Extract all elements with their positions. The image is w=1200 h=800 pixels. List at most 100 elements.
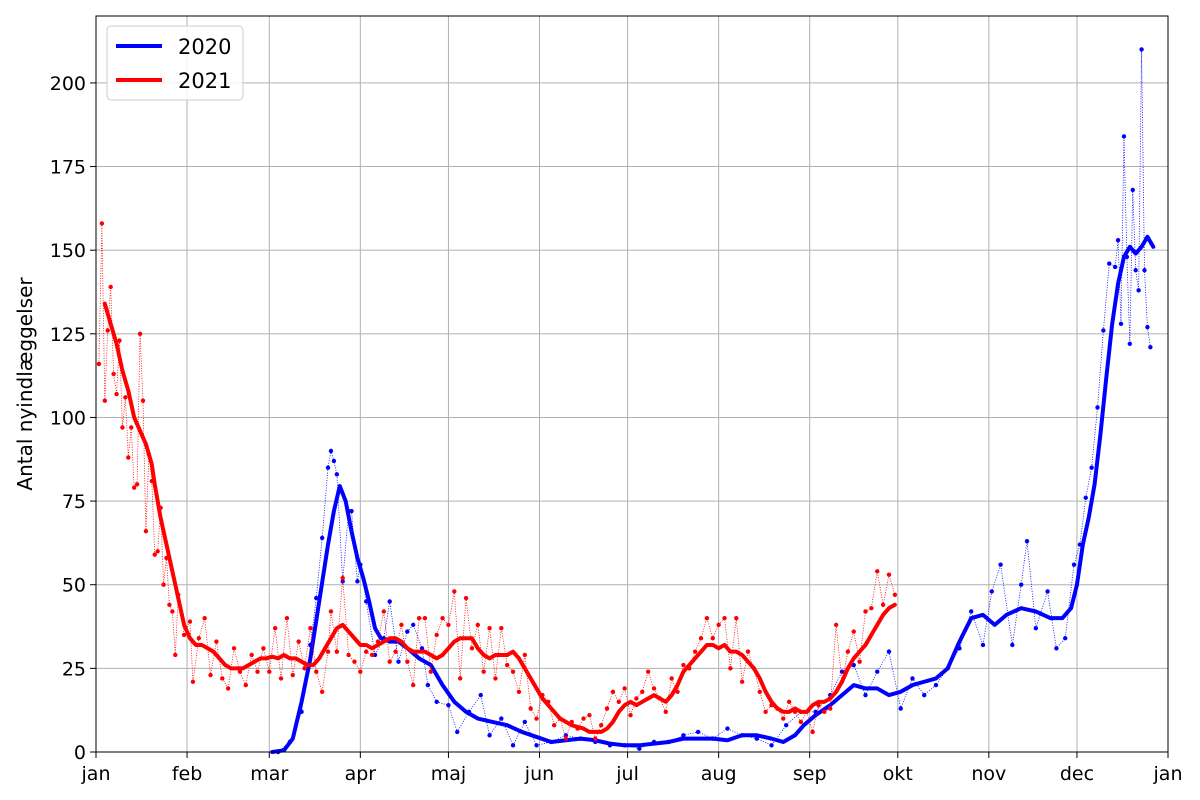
daily-point-2021 — [563, 736, 569, 741]
daily-point-2021 — [243, 682, 248, 688]
daily-point-2020 — [783, 723, 789, 728]
daily-point-2021 — [278, 676, 284, 681]
x-tick-label: jul — [615, 763, 639, 785]
daily-point-2020 — [499, 716, 504, 721]
y-tick-label: 100 — [50, 407, 86, 429]
daily-point-2021 — [340, 575, 345, 581]
daily-point-2021 — [117, 338, 122, 343]
daily-point-2020 — [331, 458, 337, 464]
daily-point-2020 — [349, 508, 354, 514]
daily-point-2021 — [352, 659, 357, 664]
daily-point-2020 — [355, 579, 360, 584]
daily-point-2020 — [1139, 47, 1144, 52]
daily-point-2021 — [475, 622, 481, 628]
daily-point-2020 — [1107, 261, 1112, 266]
plot-frame — [95, 15, 1169, 753]
x-tick-label: maj — [431, 763, 466, 785]
daily-point-2021 — [173, 652, 178, 658]
daily-point-2020 — [425, 682, 431, 688]
daily-point-2020 — [1148, 345, 1153, 350]
daily-point-2021 — [261, 646, 266, 651]
daily-point-2021 — [143, 529, 149, 534]
daily-point-2020 — [922, 692, 927, 698]
daily-point-2021 — [663, 709, 668, 715]
daily-point-2020 — [1127, 341, 1133, 347]
daily-point-2021 — [786, 699, 792, 705]
daily-point-2021 — [387, 659, 392, 664]
daily-point-2020 — [478, 692, 483, 698]
daily-point-2021 — [410, 682, 416, 688]
daily-point-2021 — [302, 666, 307, 671]
daily-point-2021 — [255, 669, 260, 674]
daily-point-2020 — [980, 642, 986, 648]
y-tick-label: 125 — [50, 324, 86, 346]
daily-point-2020 — [1101, 328, 1106, 333]
x-tick-label: sep — [793, 763, 827, 785]
smoothed-line-2021 — [102, 301, 897, 734]
daily-point-2021 — [487, 626, 492, 631]
daily-point-2021 — [325, 649, 331, 654]
daily-point-2021 — [290, 672, 295, 678]
y-tick-label: 75 — [62, 491, 86, 513]
daily-point-2021 — [528, 706, 533, 711]
daily-point-2021 — [875, 569, 880, 574]
daily-point-2020 — [510, 743, 516, 748]
daily-point-2020 — [725, 726, 730, 731]
daily-point-2021 — [869, 605, 874, 611]
daily-point-2020 — [769, 743, 774, 748]
daily-point-2020 — [998, 562, 1003, 567]
daily-point-2020 — [886, 649, 892, 654]
daily-point-2021 — [120, 425, 125, 430]
daily-point-2021 — [131, 485, 137, 490]
daily-point-2021 — [140, 398, 146, 403]
daily-point-2021 — [155, 549, 160, 554]
daily-point-2021 — [96, 361, 102, 367]
daily-point-2021 — [196, 636, 201, 641]
daily-point-2021 — [745, 649, 751, 654]
daily-point-2020 — [419, 646, 425, 651]
daily-point-2021 — [481, 669, 486, 674]
daily-point-2021 — [137, 331, 143, 337]
x-tick-label: okt — [883, 763, 913, 785]
data-series — [96, 47, 1156, 755]
daily-point-2021 — [857, 659, 862, 664]
daily-point-2021 — [681, 662, 686, 668]
daily-point-2020 — [1083, 495, 1088, 500]
daily-point-2020 — [1136, 288, 1141, 293]
daily-point-2021 — [272, 626, 278, 631]
daily-point-2021 — [551, 723, 557, 728]
daily-point-2021 — [358, 669, 363, 674]
daily-point-2021 — [692, 649, 698, 654]
series-2020 — [270, 47, 1156, 755]
daily-point-2021 — [640, 689, 645, 694]
legend-label-2020: 2020 — [178, 35, 231, 59]
daily-point-2021 — [102, 398, 108, 403]
daily-point-2020 — [1115, 237, 1121, 243]
daily-point-2020 — [1089, 465, 1094, 470]
y-tick-label: 175 — [50, 157, 86, 179]
daily-point-2020 — [681, 733, 686, 738]
daily-point-2021 — [170, 609, 175, 614]
daily-point-2021 — [704, 615, 710, 621]
daily-point-2021 — [810, 729, 815, 735]
daily-point-2021 — [452, 589, 457, 594]
daily-point-2021 — [516, 689, 522, 694]
daily-point-2021 — [822, 709, 827, 715]
daily-point-2021 — [161, 582, 166, 587]
daily-point-2021 — [364, 649, 369, 654]
daily-point-2021 — [587, 713, 592, 718]
daily-point-2020 — [1112, 264, 1118, 270]
x-tick-label: aug — [701, 763, 737, 785]
series-2021 — [96, 221, 898, 741]
x-tick-label: nov — [971, 763, 1006, 785]
daily-point-2020 — [319, 535, 325, 541]
daily-point-2021 — [249, 652, 254, 658]
daily-point-2020 — [969, 609, 974, 614]
daily-point-2021 — [522, 652, 527, 658]
daily-point-2021 — [622, 686, 627, 691]
daily-point-2020 — [1071, 562, 1077, 567]
daily-point-2021 — [440, 615, 445, 621]
daily-point-2020 — [434, 699, 439, 705]
daily-point-2020 — [1045, 589, 1050, 594]
daily-point-2021 — [334, 649, 340, 654]
